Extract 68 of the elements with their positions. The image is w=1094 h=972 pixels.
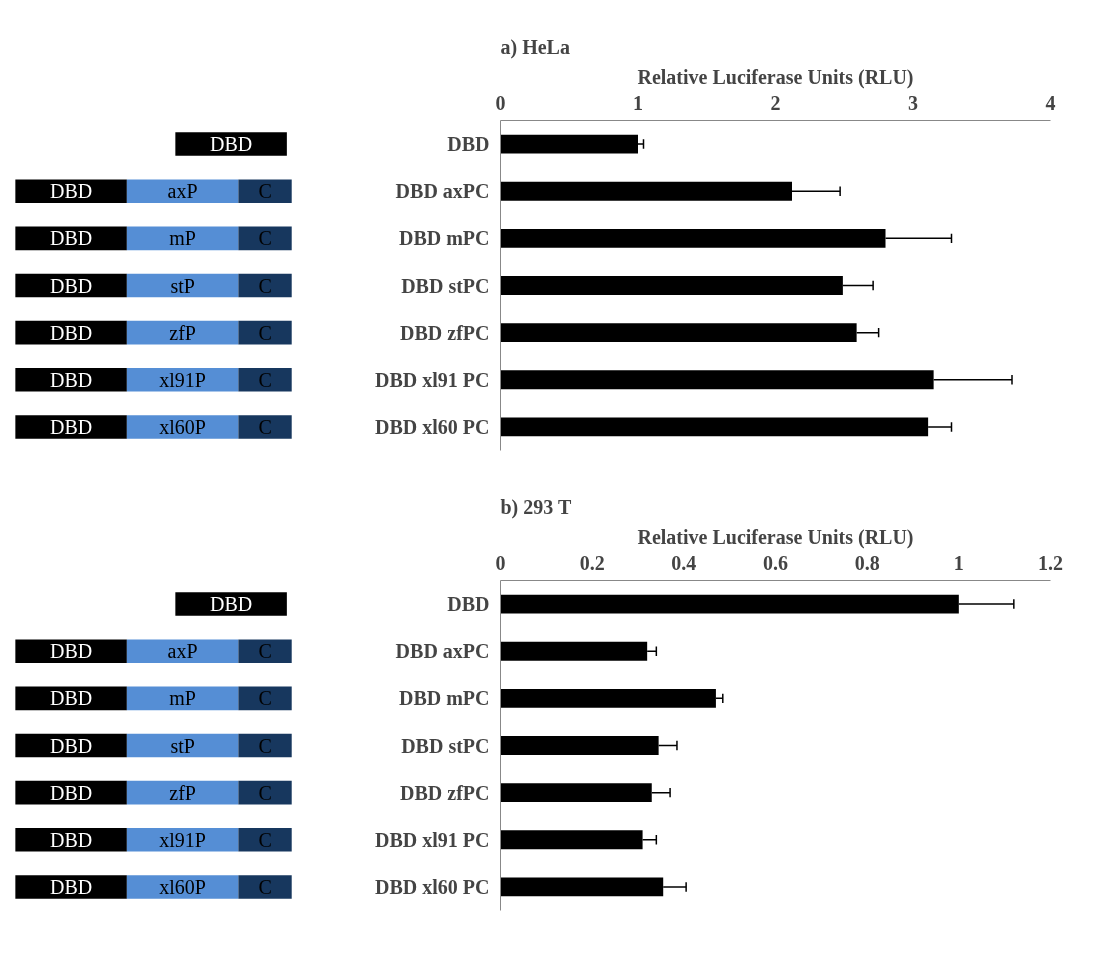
x-tick-label: 0.6 [763,551,788,574]
text: zfP [169,321,196,344]
y-tick-label: DBD [447,133,490,156]
y-tick-label: DBD axPC [395,640,490,663]
text: C [258,321,272,344]
x-tick-label: 4 [1045,91,1056,114]
x-tick-label: 0 [495,551,506,574]
y-tick-label: DBD [447,593,490,616]
text: zfP [169,781,196,804]
x-tick-label: 1 [953,551,964,574]
text: axP [167,640,198,663]
text: DBD [49,875,93,898]
x-tick-label: 2 [770,91,781,114]
text: C [258,640,272,663]
x-tick-label: 0.4 [671,551,697,574]
y-tick-label: DBD zfPC [400,781,490,804]
y-tick-label: DBD xl91 PC [375,368,490,391]
text: axP [167,180,198,203]
text: stP [170,734,195,757]
text: DBD [49,180,93,203]
y-tick-label: DBD stPC [401,274,490,297]
text: DBD [49,368,93,391]
text: C [258,368,272,391]
text: C [258,180,272,203]
x-tick-label: 3 [908,91,918,114]
x-axis-title: Relative Luciferase Units (RLU) [637,525,914,549]
text: DBD [49,321,93,344]
text: C [258,875,272,898]
text: DBD [49,640,93,663]
text: C [258,415,272,438]
text: mP [169,227,196,250]
x-tick-label: 0 [495,91,506,114]
text: C [258,227,272,250]
text: C [258,734,272,757]
chart-title: b) 293 T [500,495,572,519]
x-tick-label: 0.2 [579,551,605,574]
y-tick-label: DBD mPC [398,687,490,710]
text: DBD [49,828,93,851]
y-tick-label: DBD axPC [395,180,490,203]
text: xl60P [159,875,206,898]
text: C [258,687,272,710]
y-tick-label: DBD zfPC [400,321,490,344]
text: DBD [49,734,93,757]
text: xl60P [159,415,206,438]
text: DBD [209,593,253,616]
text: DBD [49,227,93,250]
text: mP [169,687,196,710]
text: DBD [49,415,93,438]
x-axis-title: Relative Luciferase Units (RLU) [637,65,914,89]
x-tick-label: 1.2 [1038,551,1063,574]
y-tick-label: DBD stPC [401,734,490,757]
chart-title: a) HeLa [500,35,570,59]
y-tick-label: DBD xl60 PC [375,875,490,898]
text: C [258,781,272,804]
text: DBD [49,781,93,804]
text: DBD [209,133,253,156]
text: C [258,828,272,851]
text: DBD [49,687,93,710]
text: stP [170,274,195,297]
y-tick-label: DBD mPC [398,227,490,250]
text: xl91P [159,368,206,391]
x-tick-label: 0.8 [854,551,880,574]
text: xl91P [159,828,206,851]
text: C [258,274,272,297]
x-tick-label: 1 [633,91,643,114]
y-tick-label: DBD xl60 PC [375,415,490,438]
text: DBD [49,274,93,297]
y-tick-label: DBD xl91 PC [375,828,490,851]
